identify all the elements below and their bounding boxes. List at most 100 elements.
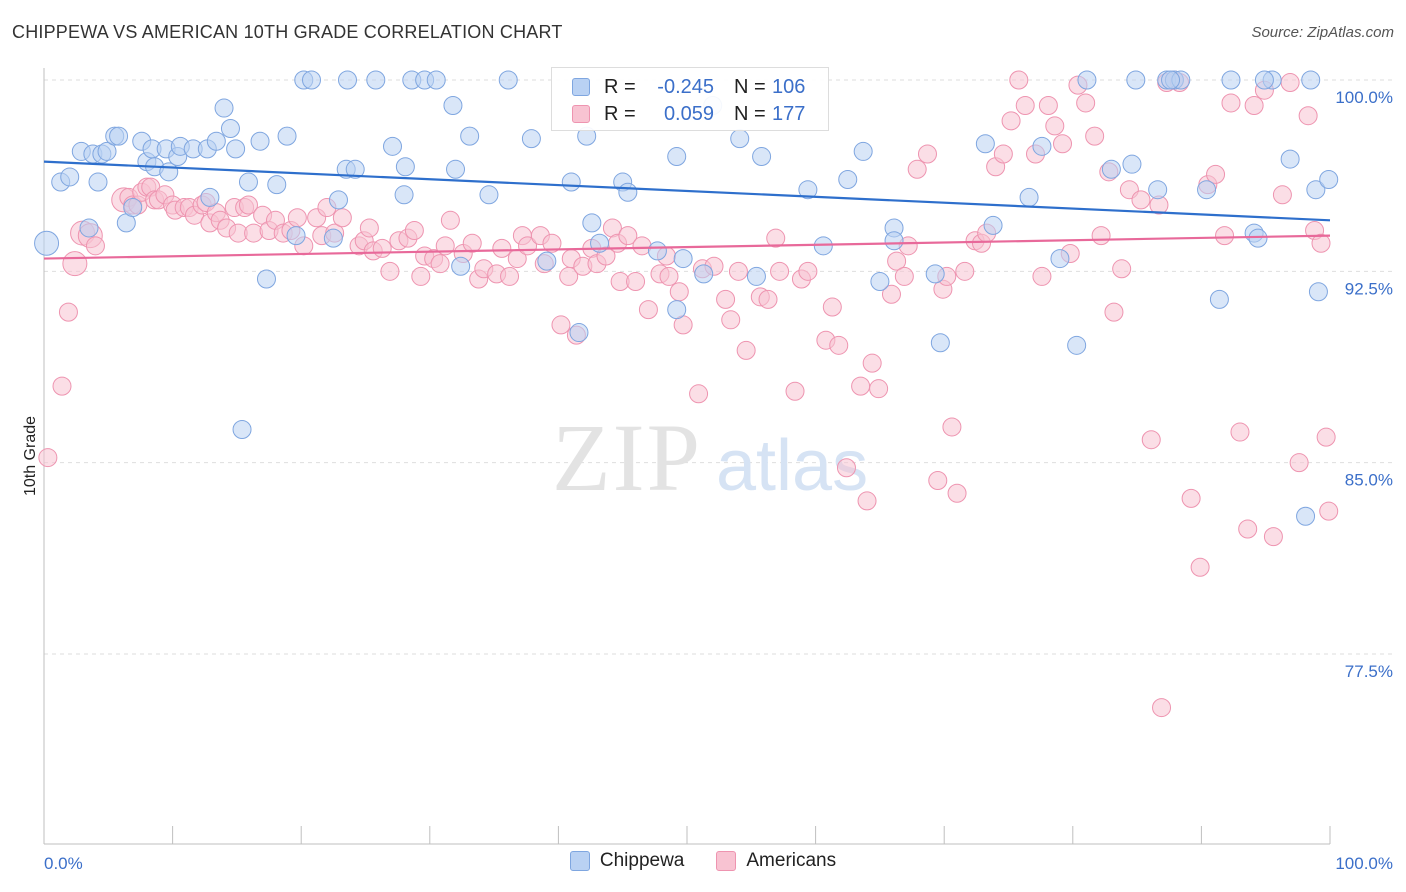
chippewa-point <box>1050 249 1070 269</box>
legend-item-chippewa[interactable]: Chippewa <box>569 850 685 872</box>
chippewa-point <box>1306 180 1326 200</box>
chippewa-point <box>870 272 890 292</box>
americans-point <box>1112 259 1132 279</box>
svg-text:ZIP: ZIP <box>552 404 702 511</box>
americans-point <box>618 226 638 246</box>
americans-point <box>894 266 914 286</box>
americans-point <box>1053 134 1073 154</box>
chippewa-legend-label: Chippewa <box>599 850 685 871</box>
chippewa-point <box>206 131 226 151</box>
legend-row-chippewa: R = -0.245 N = 106 <box>572 74 805 100</box>
chippewa-point <box>798 180 818 200</box>
legend-item-americans[interactable]: Americans <box>716 850 836 872</box>
chippewa-point <box>220 118 240 138</box>
americans-point <box>669 282 689 302</box>
americans-point <box>770 261 790 281</box>
americans-point <box>1045 116 1065 136</box>
x-tick-label: 100.0% <box>1335 854 1393 873</box>
chippewa-point <box>328 190 348 210</box>
americans-point <box>359 218 379 238</box>
chippewa-point <box>1280 149 1300 169</box>
chippewa-point <box>930 333 950 353</box>
chippewa-point <box>426 70 446 90</box>
x-tick-label: 0.0% <box>44 854 83 873</box>
chippewa-point <box>884 231 904 251</box>
chippewa-point <box>97 141 117 161</box>
americans-point <box>993 144 1013 164</box>
americans-point <box>881 284 901 304</box>
americans-point <box>62 251 88 277</box>
chippewa-legend-swatch <box>569 851 590 871</box>
series-legend: Chippewa Americans <box>0 850 1406 872</box>
chippewa-swatch <box>572 78 590 96</box>
americans-point <box>1104 302 1124 322</box>
chippewa-point <box>975 134 995 154</box>
chippewa-point <box>460 126 480 146</box>
chippewa-point <box>925 264 945 284</box>
y-tick-label: 85.0% <box>1345 471 1393 490</box>
chippewa-point <box>1148 180 1168 200</box>
americans-point <box>430 254 450 274</box>
chippewa-point <box>752 147 772 167</box>
chippewa-point <box>479 185 499 205</box>
americans-point <box>1263 527 1283 547</box>
chippewa-point <box>1248 228 1268 248</box>
chippewa-point <box>256 269 276 289</box>
chippewa-point <box>394 185 414 205</box>
chippewa-point <box>277 126 297 146</box>
chippewa-point <box>1301 70 1321 90</box>
americans-points <box>38 70 1339 718</box>
n-value: 177 <box>772 102 806 125</box>
americans-point <box>1206 164 1226 184</box>
americans-point <box>721 310 741 330</box>
chart-title: CHIPPEWA VS AMERICAN 10TH GRADE CORRELAT… <box>12 22 563 42</box>
chippewa-point <box>323 228 343 248</box>
chippewa-point <box>838 169 858 189</box>
americans-point <box>822 297 842 317</box>
americans-point <box>542 233 562 253</box>
americans-point <box>238 195 258 215</box>
americans-point <box>52 376 72 396</box>
americans-point <box>728 261 748 281</box>
n-value: 106 <box>772 75 806 98</box>
americans-point <box>798 261 818 281</box>
chippewa-point <box>1019 187 1039 207</box>
r-label: R = <box>604 102 636 125</box>
americans-point <box>638 300 658 320</box>
americans-point <box>1076 93 1096 113</box>
americans-point <box>1131 190 1151 210</box>
americans-swatch <box>572 105 590 123</box>
americans-point <box>1289 453 1309 473</box>
americans-point <box>887 251 907 271</box>
americans-point <box>862 353 882 373</box>
americans-point <box>829 335 849 355</box>
chippewa-point <box>1209 289 1229 309</box>
americans-point <box>857 491 877 511</box>
trend-layer <box>43 160 1331 260</box>
chippewa-point <box>647 241 667 261</box>
chippewa-point <box>1308 282 1328 302</box>
americans-point <box>1032 266 1052 286</box>
americans-point <box>1316 427 1336 447</box>
chippewa-point <box>1122 154 1142 174</box>
chippewa-point <box>301 70 321 90</box>
r-value: 0.059 <box>663 102 714 125</box>
chippewa-point <box>443 96 463 116</box>
americans-point <box>689 384 709 404</box>
chippewa-point <box>1126 70 1146 90</box>
chippewa-points <box>34 70 1339 526</box>
chippewa-point <box>521 129 541 149</box>
americans-point <box>58 302 78 322</box>
americans-point <box>947 483 967 503</box>
chippewa-point <box>498 70 518 90</box>
chippewa-point <box>1077 70 1097 90</box>
chippewa-point <box>618 182 638 202</box>
chippewa-point <box>214 98 234 118</box>
chippewa-point <box>1067 335 1087 355</box>
americans-point <box>1091 226 1111 246</box>
chippewa-point <box>451 256 471 276</box>
chippewa-point <box>537 251 557 271</box>
chippewa-point <box>1254 70 1274 90</box>
chippewa-point <box>366 70 386 90</box>
